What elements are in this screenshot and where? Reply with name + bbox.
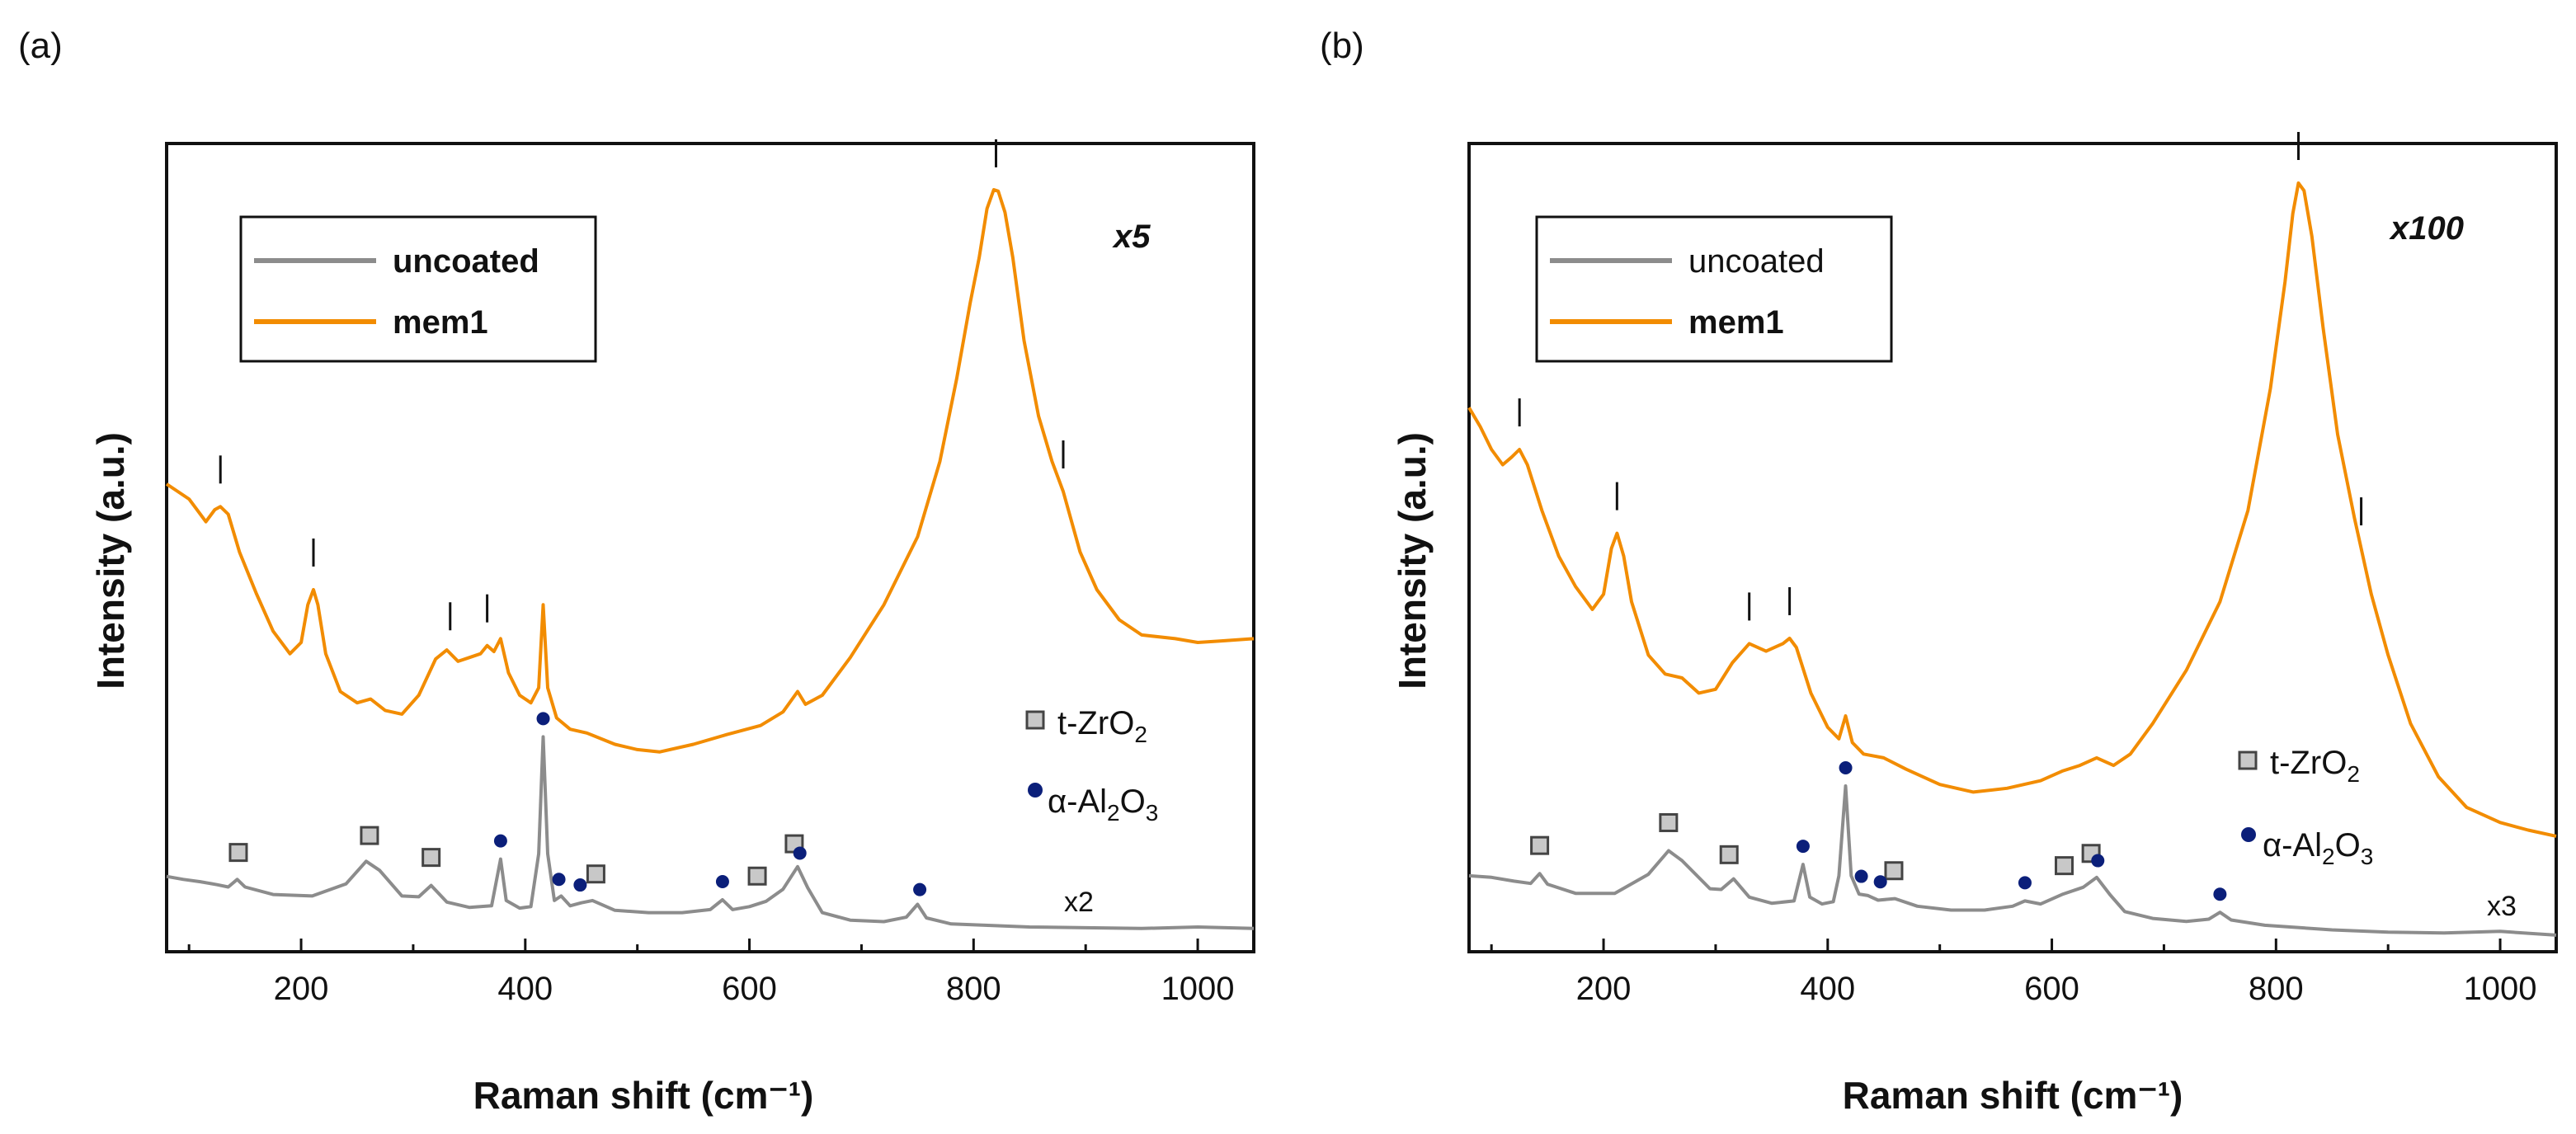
square-marker-icon [1025, 710, 1045, 730]
x-ticks-b: 200 400 600 800 1000 [1490, 939, 2537, 1007]
al2o3-marker [2091, 854, 2105, 868]
al2o3-marker [493, 834, 507, 848]
al2o3-marker [552, 873, 566, 887]
al2o3-marker [1854, 869, 1868, 883]
marker-layer-a [219, 139, 1065, 896]
phase-label-al2o3-b: α-Al2O3 [2263, 827, 2373, 869]
tzro2-marker [1884, 861, 1904, 881]
al2o3-marker [536, 712, 550, 726]
panel-b: (b) 200 400 600 800 1000 Raman shift (cm⁻¹) … [1320, 26, 2558, 1117]
legend-label-mem1-b: mem1 [1688, 304, 1784, 341]
marker-layer-b [1518, 132, 2363, 901]
scale-label-b: x100 [2389, 210, 2464, 247]
al2o3-marker [2213, 887, 2227, 901]
phase-label-zro2-a: t-ZrO2 [1057, 705, 1147, 747]
series-layer-a [165, 188, 1255, 930]
tzro2-marker [586, 864, 605, 884]
multiplier-label-a: x2 [1064, 887, 1094, 918]
legend-label-uncoated-b: uncoated [1688, 243, 1825, 280]
tzro2-marker [1659, 812, 1679, 832]
al2o3-marker [715, 875, 729, 889]
multiplier-label-b: x3 [2487, 891, 2517, 922]
legend-a: uncoated mem1 [239, 215, 597, 363]
legend-frame-b [1535, 215, 1893, 363]
series-line-mem1 [1467, 181, 2557, 838]
panel-label-a: (a) [18, 26, 63, 66]
plot-frame-a [165, 142, 1255, 953]
tzro2-marker [360, 826, 379, 845]
al2o3-marker [793, 846, 807, 860]
al2o3-marker [913, 882, 927, 896]
tzro2-marker [1530, 835, 1550, 855]
series-line-uncoated [166, 735, 1255, 930]
legend-label-uncoated-a: uncoated [393, 243, 539, 280]
al2o3-marker [2018, 876, 2032, 890]
x-tick-label: 800 [2249, 971, 2304, 1007]
y-axis-title-a: Intensity (a.u.) [89, 432, 132, 689]
x-tick-label: 1000 [2464, 971, 2537, 1007]
x-tick-label: 600 [722, 971, 777, 1007]
tzro2-marker [747, 866, 767, 886]
al2o3-marker [573, 878, 587, 892]
legend-label-mem1-a: mem1 [393, 304, 488, 341]
phase-label-zro2-b: t-ZrO2 [2270, 745, 2360, 787]
dot-marker-icon [1028, 783, 1043, 798]
phase-legend-a: t-ZrO2 α-Al2O3 [1025, 705, 1158, 826]
x-tick-label: 200 [1576, 971, 1632, 1007]
x-ticks-a: 200 400 600 800 1000 [187, 939, 1235, 1007]
al2o3-marker [1796, 840, 1810, 854]
x-axis-title-a: Raman shift (cm⁻¹) [473, 1074, 814, 1117]
y-axis-title-b: Intensity (a.u.) [1391, 432, 1434, 689]
phase-legend-b: t-ZrO2 α-Al2O3 [2238, 745, 2373, 869]
al2o3-marker [1839, 761, 1853, 775]
series-line-uncoated [1468, 784, 2557, 937]
legend-b: uncoated mem1 [1535, 215, 1893, 363]
series-layer-b [1467, 181, 2557, 937]
plot-frame-b [1467, 142, 2558, 953]
dot-marker-icon [2241, 827, 2256, 842]
x-tick-label: 400 [1800, 971, 1855, 1007]
tzro2-marker [2055, 856, 2074, 876]
x-tick-label: 1000 [1161, 971, 1235, 1007]
panel-a: (a) 200 400 600 800 1000 Raman shift (cm⁻¹) … [18, 26, 1255, 1117]
tzro2-marker [228, 843, 248, 863]
x-tick-label: 200 [274, 971, 329, 1007]
x-tick-label: 800 [946, 971, 1001, 1007]
square-marker-icon [2238, 751, 2258, 770]
scale-label-a: x5 [1112, 219, 1151, 255]
x-tick-label: 600 [2024, 971, 2079, 1007]
panel-label-b: (b) [1320, 26, 1364, 66]
series-line-mem1 [165, 188, 1255, 754]
x-axis-title-b: Raman shift (cm⁻¹) [1843, 1074, 2183, 1117]
al2o3-marker [1873, 875, 1887, 889]
phase-label-al2o3-a: α-Al2O3 [1048, 783, 1158, 826]
legend-frame-a [239, 215, 597, 363]
x-tick-label: 400 [497, 971, 553, 1007]
tzro2-marker [1719, 845, 1739, 864]
tzro2-marker [421, 848, 441, 868]
